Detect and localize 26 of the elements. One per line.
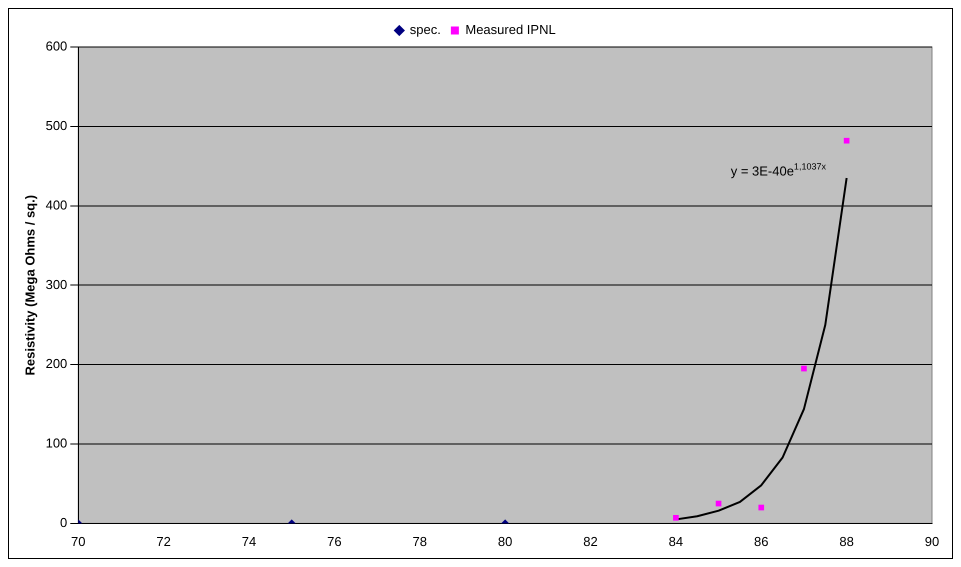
x-tick-label: 82 [583,534,598,549]
x-tick-label: 88 [839,534,854,549]
x-tick-label: 72 [156,534,171,549]
x-tick-label: 76 [327,534,342,549]
point [801,366,807,372]
point [716,500,722,506]
legend-label: spec. [410,22,441,38]
y-tick-label: 0 [60,514,68,530]
point [758,504,764,510]
y-tick-label: 100 [46,436,68,451]
y-tick-label: 300 [46,276,68,292]
x-tick-label: 74 [242,534,256,549]
x-tick-label: 70 [71,534,86,549]
point [673,515,679,521]
x-tick-label: 90 [924,534,940,549]
x-tick-label: 86 [754,534,768,549]
y-tick-label: 400 [46,197,68,212]
legend-label: Measured IPNL [465,22,556,38]
point [844,138,850,144]
y-tick-label: 600 [46,38,68,54]
y-tick-label: 500 [46,118,68,133]
y-axis-title: Resistivity (Mega Ohms / sq.) [22,194,38,376]
x-tick-label: 78 [412,534,428,549]
y-tick-label: 200 [46,356,68,372]
x-tick-label: 80 [498,534,512,549]
x-tick-label: 84 [668,534,684,549]
